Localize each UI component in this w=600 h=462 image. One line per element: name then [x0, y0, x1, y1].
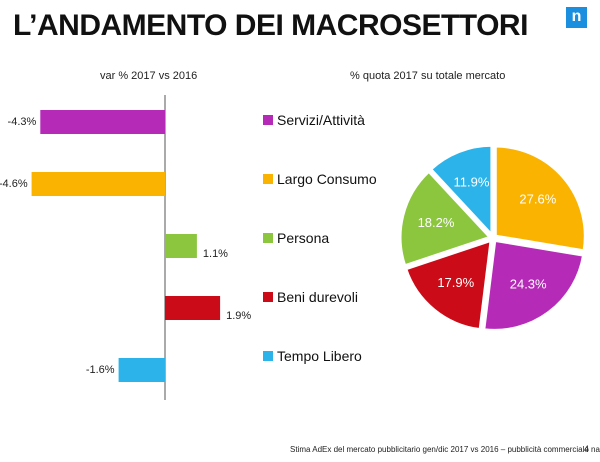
pie-data-label: 18.2%	[418, 215, 455, 230]
pie-slice	[493, 144, 587, 253]
pie-slice	[428, 143, 494, 240]
bar	[165, 296, 221, 320]
pie-data-label: 17.9%	[437, 275, 474, 290]
page-title: L’ANDAMENTO DEI MACROSETTORI	[13, 9, 528, 42]
bar	[40, 110, 165, 134]
bar-chart: -4.3% -4.6% 1.1% 1.9% -1.6%	[0, 95, 251, 400]
legend-label: Beni durevoli	[277, 289, 358, 305]
bar-data-label: -4.3%	[8, 116, 37, 128]
pie-slice	[403, 238, 493, 332]
bar	[31, 172, 165, 196]
legend-label: Tempo Libero	[277, 348, 362, 364]
bar-data-label: 1.1%	[203, 248, 228, 260]
footer-note: Stima AdEx del mercato pubblicitario gen…	[290, 445, 600, 454]
pie-data-label: 11.9%	[454, 175, 490, 190]
legend-swatch	[263, 292, 273, 302]
pie-chart-title: % quota 2017 su totale mercato	[350, 70, 506, 82]
legend-label: Servizi/Attività	[277, 112, 365, 128]
bar-data-label: 1.9%	[226, 310, 251, 322]
bar-data-label: -1.6%	[86, 364, 115, 376]
legend-swatch	[263, 174, 273, 184]
legend-swatch	[263, 115, 273, 125]
bar-data-label: -4.6%	[0, 178, 28, 190]
pie-chart: 27.6% 24.3% 17.9% 18.2% 11.9%	[398, 143, 587, 332]
pie-slice	[482, 238, 586, 332]
page-number: 4	[584, 444, 590, 454]
bar-chart-title: var % 2017 vs 2016	[100, 70, 198, 82]
pie-data-label: 24.3%	[510, 277, 547, 292]
bar	[118, 358, 165, 382]
bar	[165, 234, 197, 258]
legend-label: Persona	[277, 230, 330, 246]
pie-data-label: 27.6%	[519, 191, 556, 206]
pie-slice	[398, 169, 493, 268]
legend-swatch	[263, 233, 273, 243]
brand-logo-icon: n	[566, 7, 587, 28]
legend-swatch	[263, 351, 273, 361]
legend-label: Largo Consumo	[277, 171, 377, 187]
